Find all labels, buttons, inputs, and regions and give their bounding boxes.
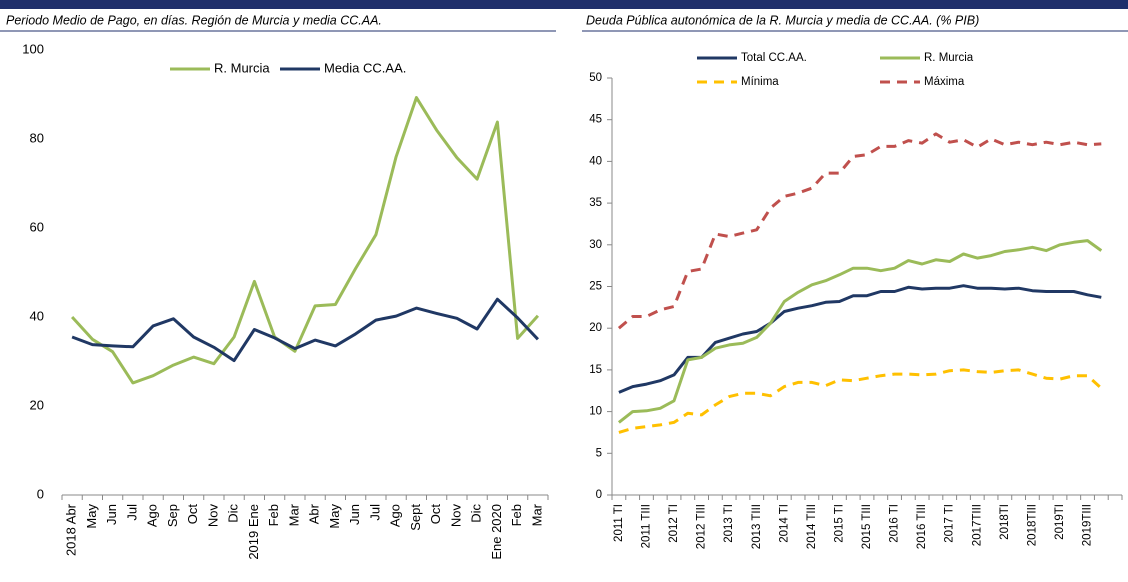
x-tick-label: 2019TIII	[1082, 504, 1094, 546]
series-line	[71, 297, 539, 363]
y-tick-label: 100	[22, 41, 44, 56]
x-tick-label: Sept	[408, 504, 423, 531]
y-tick-label: 40	[589, 155, 602, 167]
y-tick-label: 10	[589, 406, 602, 418]
legend-label: Mínima	[741, 76, 779, 88]
chart-title: Periodo Medio de Pago, en días. Región d…	[6, 13, 382, 27]
x-tick-label: Dic	[469, 504, 484, 523]
y-tick-label: 25	[589, 281, 602, 293]
chart-title: Deuda Pública autonómica de la R. Murcia…	[586, 13, 979, 27]
x-tick-label: 2014 TIII	[806, 504, 818, 549]
legend-label: Media CC.AA.	[324, 60, 406, 75]
x-tick-label: Ago	[388, 504, 403, 527]
y-tick-label: 0	[596, 489, 602, 501]
y-tick-label: 15	[589, 364, 602, 376]
x-tick-label: Ago	[145, 504, 160, 527]
x-tick-label: 2016 TI	[889, 504, 901, 543]
x-tick-label: 2018TI	[999, 504, 1011, 540]
x-tick-label: Feb	[266, 504, 281, 526]
x-tick-label: Oct	[185, 504, 200, 525]
x-tick-label: May	[84, 504, 99, 529]
header-strip	[0, 0, 1128, 9]
x-tick-label: 2013 TIII	[751, 504, 763, 549]
series-line	[618, 284, 1102, 394]
x-tick-label: Jul	[124, 504, 139, 521]
y-tick-label: 0	[37, 486, 44, 501]
x-tick-label: Jun	[104, 504, 119, 525]
series-line	[70, 96, 540, 385]
legend-label: Total CC.AA.	[741, 52, 807, 64]
x-tick-label: 2012 TIII	[696, 504, 708, 549]
y-tick-label: 20	[589, 322, 602, 334]
series-line	[617, 132, 1102, 330]
series-line	[618, 368, 1103, 434]
x-tick-label: Feb	[509, 504, 524, 526]
x-tick-label: Jul	[367, 504, 382, 521]
x-tick-label: Oct	[428, 504, 443, 525]
x-tick-label: Sep	[165, 504, 180, 527]
x-tick-label: 2013 TI	[723, 504, 735, 543]
x-tick-label: 2015 TI	[833, 504, 845, 543]
x-tick-label: May	[327, 504, 342, 529]
x-tick-label: Abr	[307, 503, 322, 524]
legend-label: R. Murcia	[214, 60, 270, 75]
x-tick-label: Ene 2020	[489, 504, 504, 560]
x-tick-label: 2016 TIII	[916, 504, 928, 549]
x-tick-label: Mar	[529, 503, 544, 526]
y-tick-label: 45	[589, 114, 602, 126]
x-tick-label: 2019 Ene	[246, 504, 261, 560]
y-tick-label: 40	[30, 308, 44, 323]
x-tick-label: 2011 TIII	[640, 504, 652, 548]
x-tick-label: Jun	[347, 504, 362, 525]
x-tick-label: Nov	[205, 504, 220, 528]
x-tick-label: Dic	[226, 504, 241, 523]
x-tick-label: 2017TIII	[971, 504, 983, 546]
x-tick-label: 2019TI	[1054, 504, 1066, 540]
y-tick-label: 20	[30, 397, 44, 412]
y-tick-label: 80	[30, 130, 44, 145]
x-tick-label: 2011 TI	[613, 504, 625, 542]
x-tick-label: Nov	[448, 504, 463, 528]
x-tick-label: 2014 TI	[778, 504, 790, 543]
y-tick-label: 60	[30, 219, 44, 234]
y-tick-label: 50	[589, 72, 602, 84]
y-tick-label: 30	[589, 239, 602, 251]
x-tick-label: 2015 TIII	[861, 504, 873, 549]
series-line	[617, 239, 1103, 424]
x-tick-label: 2012 TI	[668, 504, 680, 543]
legend-label: R. Murcia	[924, 52, 974, 64]
x-tick-label: Mar	[286, 503, 301, 526]
y-tick-label: 35	[589, 197, 602, 209]
x-tick-label: 2018TIII	[1026, 504, 1038, 546]
x-tick-label: 2018 Abr	[64, 503, 79, 556]
legend-label: Máxima	[924, 76, 965, 88]
y-tick-label: 5	[596, 447, 602, 459]
x-tick-label: 2017 TI	[944, 504, 956, 543]
